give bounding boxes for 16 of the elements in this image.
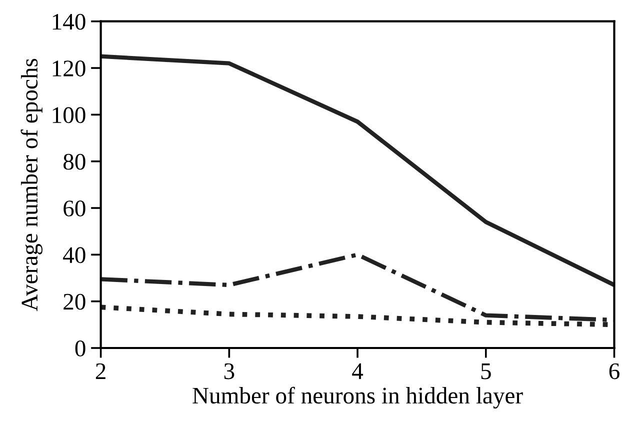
y-tick-label: 40 (63, 247, 86, 264)
y-tick-label: 80 (64, 154, 86, 170)
x-tick-label: 6 (609, 363, 620, 380)
line-series (100, 54, 614, 288)
x-tick-label: 2 (96, 363, 106, 379)
x-tick-label: 5 (481, 364, 491, 380)
y-tick-label: 140 (52, 14, 86, 30)
y-tick-label: 20 (64, 294, 86, 310)
y-tick-label: 60 (64, 200, 86, 216)
x-tick-label: 3 (224, 363, 234, 380)
x-axis-title: Number of neurons in hidden layer (192, 386, 523, 408)
x-tick-label: 4 (352, 363, 364, 379)
y-tick-label: 0 (75, 340, 86, 356)
y-tick-label: 100 (52, 107, 86, 124)
y-axis-title: Average number of epochs (20, 58, 42, 312)
y-tick-label: 120 (52, 60, 86, 76)
